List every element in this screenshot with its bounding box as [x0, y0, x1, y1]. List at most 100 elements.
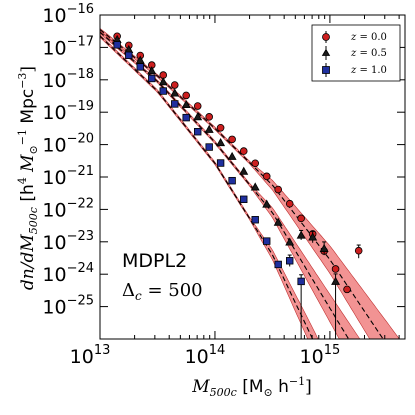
- data-point-square: [286, 257, 294, 265]
- y-axis-title-msub: ⊙: [27, 145, 40, 154]
- data-point-circle: [297, 214, 305, 223]
- x-axis-title: M500c [M⊙ h−1]: [191, 375, 312, 399]
- y-tick-label-exp: −16: [67, 2, 94, 17]
- y-tick-label-exp: −23: [67, 229, 94, 244]
- data-point-circle: [354, 246, 363, 255]
- y-tick-label-base: 10: [42, 37, 66, 59]
- legend-item-z05: z = 0.5: [321, 46, 387, 60]
- data-point-square: [136, 63, 144, 71]
- data-point-triangle: [296, 230, 306, 239]
- data-point-triangle: [331, 276, 341, 285]
- data-point-circle: [331, 265, 340, 273]
- legend-item-z1: z = 1.0: [322, 63, 387, 77]
- y-tick-label-exp: −25: [67, 294, 94, 309]
- data-point-triangle: [262, 199, 272, 208]
- data-point-square: [194, 128, 202, 136]
- x-tick-label-base: 10: [300, 346, 324, 368]
- overdensity-label: Δc = 500: [122, 280, 203, 303]
- y-tick-label: 10−22: [42, 196, 94, 221]
- x-axis-ticks: 1013 1014 1015: [70, 15, 400, 368]
- model-band: [100, 34, 319, 339]
- y-tick-label-exp: −17: [67, 34, 94, 49]
- data-point-circle: [285, 199, 294, 208]
- data-point-square: [251, 216, 259, 224]
- y-tick-label-base: 10: [42, 199, 66, 221]
- y-tick-label-exp: −18: [67, 67, 94, 82]
- y-axis-title-exp2: −1: [16, 129, 29, 145]
- y-tick-label-base: 10: [42, 167, 66, 189]
- overdensity-sub: c: [135, 289, 142, 303]
- y-tick-label: 10−25: [42, 294, 94, 319]
- legend-label-eq: = 0.5: [356, 48, 387, 59]
- data-point-triangle: [181, 99, 191, 109]
- data-point-square: [228, 176, 236, 185]
- y-tick-label-base: 10: [42, 232, 66, 254]
- model-band: [100, 27, 400, 339]
- y-axis-title: dn/dM500c [h4 M⊙−1 Mpc−3]: [16, 66, 40, 290]
- data-points: [112, 32, 363, 339]
- data-point-circle: [182, 91, 190, 100]
- data-point-square: [216, 159, 225, 167]
- data-point-circle: [343, 285, 351, 294]
- overdensity-var: Δ: [122, 280, 135, 301]
- data-point-triangle: [216, 138, 226, 147]
- y-tick-label: 10−19: [42, 99, 94, 124]
- data-point-square: [240, 195, 248, 203]
- x-tick-label-exp: 13: [94, 343, 111, 358]
- svg-text:z = 1.0: z = 1.0: [350, 65, 387, 76]
- x-tick-label: 1014: [185, 343, 226, 368]
- data-point-triangle: [147, 66, 157, 75]
- simulation-label: MDPL2: [122, 250, 187, 272]
- y-axis-title-end: ]: [18, 66, 38, 73]
- legend-item-z0: z = 0.0: [322, 31, 387, 43]
- data-point-circle: [274, 185, 283, 194]
- svg-text:z = 0.5: z = 0.5: [350, 48, 387, 59]
- data-point-triangle: [170, 88, 180, 97]
- x-axis-title-var: M: [191, 377, 210, 397]
- legend-marker-circle: [322, 33, 330, 41]
- legend-label-eq: = 0.0: [356, 32, 387, 43]
- y-tick-label-base: 10: [42, 297, 66, 319]
- data-point-square: [159, 87, 167, 95]
- data-point-square: [148, 74, 156, 83]
- y-tick-label: 10−17: [42, 34, 94, 59]
- y-axis-title-var: dn/dM: [18, 234, 38, 290]
- x-axis-title-h: h: [273, 377, 289, 397]
- y-tick-label-exp: −24: [67, 261, 94, 276]
- y-axis-title-mid: [h: [18, 184, 38, 207]
- legend-marker-triangle: [321, 48, 331, 56]
- data-point-triangle: [285, 237, 295, 246]
- y-tick-label-exp: −19: [67, 99, 94, 114]
- y-tick-label-exp: −20: [67, 132, 94, 147]
- x-axis-title-unit-sub: ⊙: [264, 386, 273, 399]
- y-axis-title-m: M: [18, 154, 38, 177]
- y-tick-label: 10−16: [42, 2, 94, 27]
- data-point-triangle: [319, 243, 329, 252]
- data-point-triangle: [227, 151, 237, 160]
- data-point-square: [205, 143, 213, 151]
- data-point-triangle: [308, 232, 318, 241]
- data-point-triangle: [273, 217, 283, 226]
- data-point-square: [297, 277, 305, 286]
- data-point-square: [113, 41, 121, 49]
- legend-label-eq: = 1.0: [356, 65, 387, 76]
- y-tick-label-base: 10: [42, 70, 66, 92]
- x-axis-title-exp: −1: [289, 375, 305, 388]
- y-tick-label-base: 10: [42, 264, 66, 286]
- data-point-triangle: [250, 182, 260, 191]
- legend-marker-square: [322, 66, 330, 74]
- data-point-circle: [170, 81, 179, 89]
- x-tick-label-base: 10: [185, 346, 209, 368]
- data-point-square: [171, 100, 179, 108]
- y-tick-label-exp: −21: [67, 164, 94, 179]
- data-point-triangle: [158, 77, 168, 86]
- x-tick-label-base: 10: [70, 346, 94, 368]
- x-axis-title-end: ]: [305, 377, 312, 397]
- y-tick-label: 10−18: [42, 67, 94, 92]
- y-tick-label: 10−23: [42, 229, 94, 254]
- data-point-triangle: [239, 166, 249, 175]
- data-point-triangle: [204, 124, 214, 133]
- x-axis-title-unit: [M: [237, 377, 264, 397]
- x-tick-label-exp: 14: [209, 343, 226, 358]
